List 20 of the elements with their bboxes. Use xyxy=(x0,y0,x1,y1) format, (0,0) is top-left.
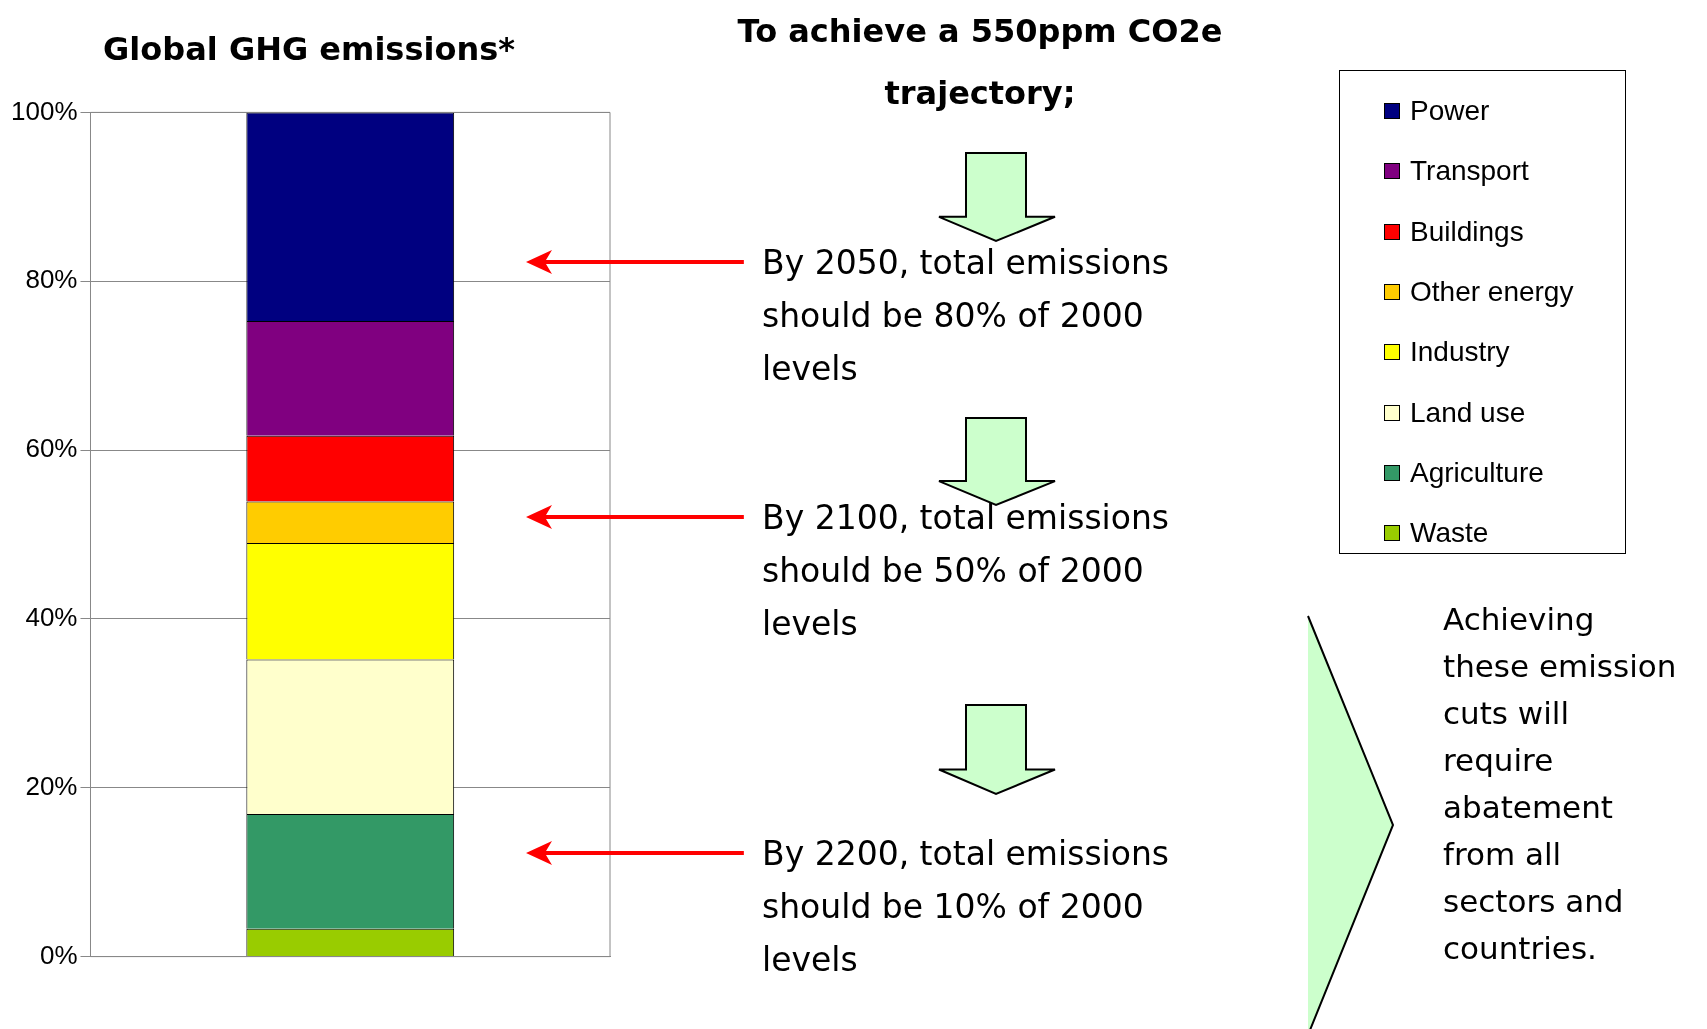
text: By 2100, total emissions should be 50% of 2000 levels xyxy=(762,497,1171,645)
legend-label: Agriculture xyxy=(1410,456,1544,489)
text: By 2200, total emissions should be 10% of 2000 levels xyxy=(762,833,1171,981)
legend-label: Land use xyxy=(1410,396,1526,429)
text: By 2050, total emissions should be 80% of 2000 levels xyxy=(762,242,1171,390)
legend-label: Buildings xyxy=(1410,215,1524,248)
text: Power xyxy=(1410,95,1490,128)
y-tick-label: 60% xyxy=(25,433,78,464)
legend-label: Waste xyxy=(1410,517,1489,550)
y-tick-label: 100% xyxy=(11,95,78,126)
legend-label: Other energy xyxy=(1410,276,1574,309)
y-tick-label: 80% xyxy=(25,264,78,295)
legend-label: Transport xyxy=(1410,155,1529,188)
y-tick-label: 20% xyxy=(25,770,78,801)
y-tick-label: 40% xyxy=(25,602,78,633)
text: To achieve a 550ppm CO2e trajectory; xyxy=(736,11,1224,114)
legend-label: Industry xyxy=(1410,336,1510,369)
text: Achieving these emission cuts will require abatement from all sectors and countries. xyxy=(1443,600,1678,968)
y-tick-label: 0% xyxy=(39,939,78,970)
chart-title: Global GHG emissions* xyxy=(103,29,516,68)
